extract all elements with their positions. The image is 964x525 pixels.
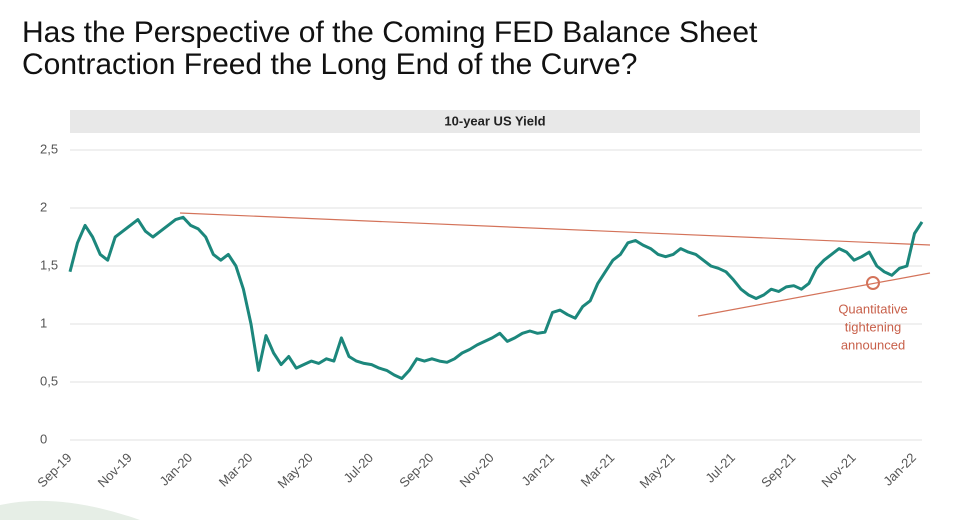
x-tick-label: Mar-20 [216,450,256,490]
y-tick-label: 1,5 [40,257,58,272]
x-tick-label: Sep-19 [34,450,74,490]
annotation-text: Quantitative [838,301,907,316]
y-tick-label: 0 [40,431,47,446]
page-title-line: Has the Perspective of the Coming FED Ba… [22,16,758,49]
page-title-line: Contraction Freed the Long End of the Cu… [22,48,637,81]
grid [70,149,922,441]
x-tick-label: May-20 [275,450,316,491]
x-tick-label: Nov-19 [95,450,135,490]
y-tick-label: 1 [40,315,47,330]
annotation: Quantitative tightening announced [838,301,907,352]
y-tick-label: 2,5 [40,141,58,156]
x-tick-label: Jul-20 [340,450,376,486]
line [68,215,924,380]
annotation-text: tightening [845,319,901,334]
x-tick-label: Nov-21 [818,450,858,490]
x-tick-label: Sep-20 [396,450,436,490]
trend-line [179,212,931,246]
x-tick-label: Jan-22 [880,450,919,489]
chart-title-bar [70,110,920,133]
trend-line [697,272,931,317]
annotation-text: announced [841,337,905,352]
annotation-marker [866,276,880,290]
x-tick-label: May-21 [636,450,677,491]
x-tick-label: Jan-21 [518,450,557,489]
x-tick-label: Sep-21 [758,450,798,490]
y-tick-label: 0,5 [40,373,58,388]
x-tick-label: Jul-21 [702,450,738,486]
y-tick-label: 2 [40,199,47,214]
x-tick-label: Nov-20 [457,450,497,490]
page-title: Has the Perspective of the Coming FED Ba… [22,16,758,81]
plot [68,215,924,380]
x-tick-label: Jan-20 [156,450,195,489]
chart-title: 10-year US Yield [444,113,545,128]
x-tick-label: Mar-21 [578,450,618,490]
decoration [0,500,140,520]
